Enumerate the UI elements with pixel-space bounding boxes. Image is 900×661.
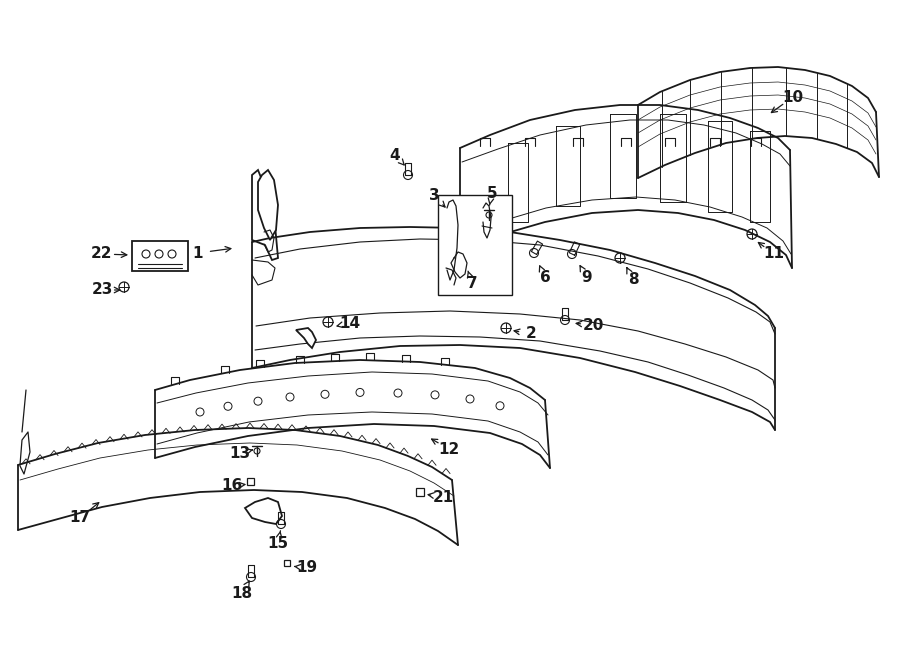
Text: 5: 5 (487, 186, 498, 200)
Bar (416, 488, 424, 496)
Text: 9: 9 (581, 270, 592, 286)
Bar (438, 195, 512, 295)
Text: 22: 22 (91, 247, 112, 262)
Text: 12: 12 (438, 442, 460, 457)
Text: 13: 13 (230, 446, 250, 461)
Text: 11: 11 (763, 247, 785, 262)
Text: 8: 8 (627, 272, 638, 288)
Polygon shape (258, 170, 278, 240)
Text: 10: 10 (782, 89, 804, 104)
Polygon shape (296, 328, 316, 348)
Text: 4: 4 (390, 147, 400, 163)
Polygon shape (132, 241, 188, 271)
Polygon shape (252, 170, 278, 260)
Text: 3: 3 (428, 188, 439, 204)
Text: 23: 23 (91, 282, 112, 297)
Text: 15: 15 (267, 535, 289, 551)
Text: 14: 14 (339, 315, 361, 330)
Polygon shape (245, 498, 282, 524)
Text: 17: 17 (69, 510, 91, 525)
Text: 1: 1 (193, 245, 203, 260)
Text: 21: 21 (432, 490, 454, 504)
Bar (284, 560, 290, 566)
Text: 6: 6 (540, 270, 551, 286)
Text: 18: 18 (231, 586, 253, 600)
Text: 16: 16 (221, 479, 243, 494)
Text: 7: 7 (467, 276, 477, 290)
Bar (247, 478, 254, 485)
Text: 20: 20 (582, 317, 604, 332)
Text: 2: 2 (526, 327, 536, 342)
Text: 19: 19 (296, 561, 318, 576)
